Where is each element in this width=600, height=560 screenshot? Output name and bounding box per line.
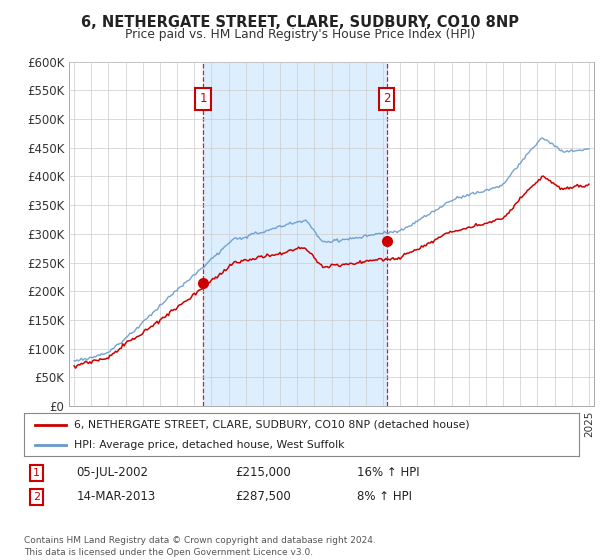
Bar <box>203 62 386 406</box>
Text: 14-MAR-2013: 14-MAR-2013 <box>77 490 156 503</box>
Text: 6, NETHERGATE STREET, CLARE, SUDBURY, CO10 8NP: 6, NETHERGATE STREET, CLARE, SUDBURY, CO… <box>81 15 519 30</box>
Text: 8% ↑ HPI: 8% ↑ HPI <box>357 490 412 503</box>
Text: Price paid vs. HM Land Registry's House Price Index (HPI): Price paid vs. HM Land Registry's House … <box>125 28 475 41</box>
Text: 1: 1 <box>33 468 40 478</box>
Text: £287,500: £287,500 <box>235 490 290 503</box>
Text: 05-JUL-2002: 05-JUL-2002 <box>77 466 149 479</box>
Text: HPI: Average price, detached house, West Suffolk: HPI: Average price, detached house, West… <box>74 440 344 450</box>
Text: 6, NETHERGATE STREET, CLARE, SUDBURY, CO10 8NP (detached house): 6, NETHERGATE STREET, CLARE, SUDBURY, CO… <box>74 419 470 430</box>
Text: 2: 2 <box>383 92 391 105</box>
Text: Contains HM Land Registry data © Crown copyright and database right 2024.
This d: Contains HM Land Registry data © Crown c… <box>24 536 376 557</box>
Text: 16% ↑ HPI: 16% ↑ HPI <box>357 466 419 479</box>
Text: £215,000: £215,000 <box>235 466 290 479</box>
Text: 2: 2 <box>32 492 40 502</box>
Text: 1: 1 <box>200 92 207 105</box>
